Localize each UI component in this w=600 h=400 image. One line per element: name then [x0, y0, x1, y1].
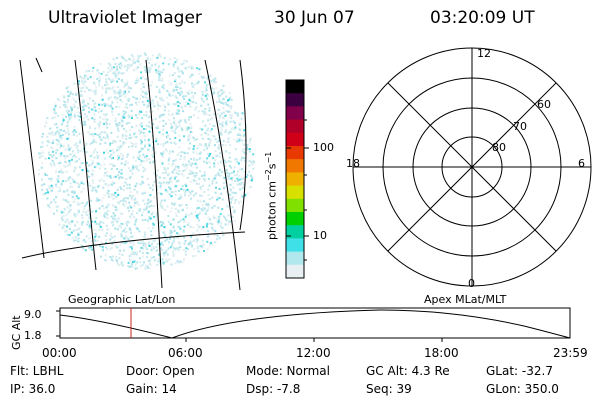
info-filter: Flt: LBHL [10, 364, 64, 378]
mlt-label-6: 6 [578, 157, 585, 170]
colorbar-block [286, 132, 304, 147]
altitude-label-right: Apex MLat/MLT [424, 293, 507, 306]
uv-speckle-field [38, 52, 255, 270]
colorbar-block [286, 212, 304, 226]
instrument-title: Ultraviolet Imager [48, 8, 202, 28]
mlt-label-0: 0 [468, 277, 475, 290]
lat-label-70: 70 [513, 120, 527, 133]
polar-diagonal [387, 82, 557, 252]
altitude-ytick: 9.0 [24, 308, 42, 321]
colorbar-block [286, 225, 304, 239]
mlt-label-12: 12 [477, 47, 491, 60]
colorbar-tick-label: 10 [313, 229, 327, 242]
colorbar-frame [285, 79, 305, 279]
colorbar-block [286, 251, 304, 266]
info-ip: IP: 36.0 [10, 382, 56, 396]
lat-label-60: 60 [537, 98, 551, 111]
altitude-xtick: 06:00 [168, 346, 203, 360]
info-glat: GLat: -32.7 [486, 364, 553, 378]
info-glon: GLon: 350.0 [486, 382, 559, 396]
altitude-label-left: Geographic Lat/Lon [68, 293, 176, 306]
colorbar-block [286, 93, 304, 107]
meridian-line [145, 59, 163, 289]
colorbar-block [286, 146, 304, 160]
colorbar-block [286, 185, 304, 200]
info-mode: Mode: Normal [246, 364, 330, 378]
meridian-line [35, 57, 43, 73]
info-door: Door: Open [126, 364, 195, 378]
altitude-xtick: 18:00 [424, 346, 459, 360]
colorbar-block [286, 119, 304, 134]
lat-label-80: 80 [492, 141, 506, 154]
info-gc-alt: GC Alt: 4.3 Re [366, 364, 450, 378]
colorbar-block [286, 106, 304, 121]
colorbar-block [286, 172, 304, 187]
meridian-line [74, 59, 97, 271]
mlt-label-18: 18 [346, 157, 360, 170]
geographic-grid-lines [19, 57, 247, 291]
colorbar-block [286, 159, 304, 173]
info-seq: Seq: 39 [366, 382, 412, 396]
time-label: 03:20:09 UT [430, 8, 535, 28]
meridian-line [19, 59, 45, 259]
meridian-line [239, 59, 247, 231]
altitude-xtick: 23:59 [553, 346, 588, 360]
info-dsp: Dsp: -7.8 [246, 382, 301, 396]
altitude-ytick: 1.8 [24, 329, 42, 342]
altitude-curve [59, 309, 571, 339]
parallel-line [21, 231, 246, 259]
altitude-frame [59, 307, 571, 339]
info-gain: Gain: 14 [126, 382, 177, 396]
colorbar-block [286, 238, 304, 253]
meridian-line [204, 59, 241, 291]
altitude-xtick: 00:00 [42, 346, 77, 360]
date-label: 30 Jun 07 [274, 8, 355, 28]
colorbar-block [286, 198, 304, 213]
colorbar-block [286, 264, 304, 279]
colorbar-block [286, 80, 304, 94]
altitude-xtick: 12:00 [296, 346, 331, 360]
colorbar-tick-label: 100 [313, 141, 334, 154]
